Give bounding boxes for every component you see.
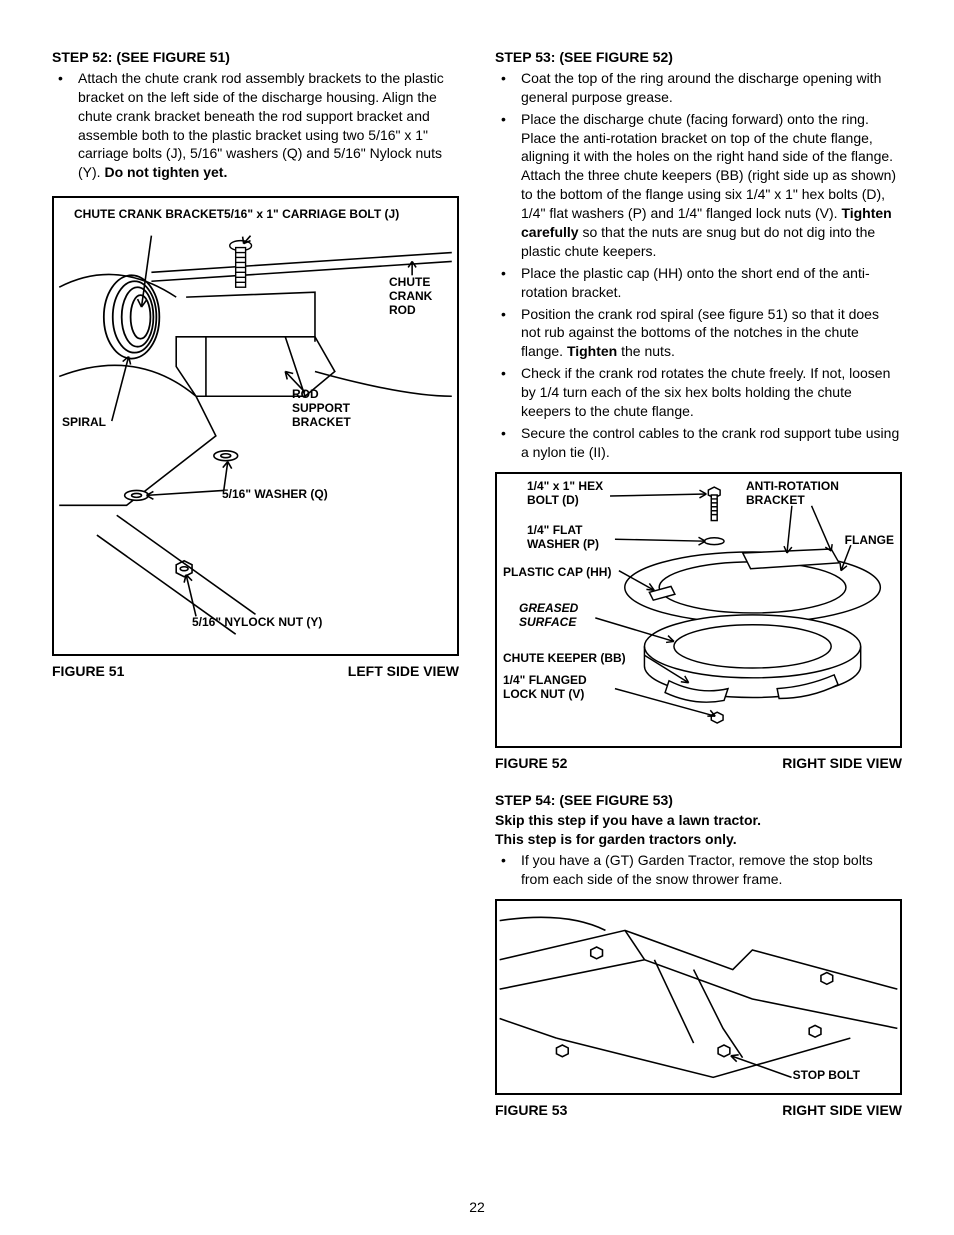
figure-51-box: CHUTE CRANK BRACKET 5/16" x 1" CARRIAGE … [52,196,459,656]
step54-b1: If you have a (GT) Garden Tractor, remov… [495,851,902,889]
step53-list: Coat the top of the ring around the disc… [495,69,902,462]
step53-b2: Place the discharge chute (facing forwar… [495,110,902,261]
fig51-label-washer: 5/16" WASHER (Q) [222,488,328,502]
step54-list: If you have a (GT) Garden Tractor, remov… [495,851,902,889]
fig52-caption-left: FIGURE 52 [495,754,567,773]
fig51-label-carriage-bolt: 5/16" x 1" CARRIAGE BOLT (J) [224,208,399,222]
fig53-caption-right: RIGHT SIDE VIEW [782,1101,902,1120]
fig51-label-rod-support: ROD SUPPORT BRACKET [292,388,377,429]
fig51-label-chute-crank-bracket: CHUTE CRANK BRACKET [74,208,224,222]
step53-b5: Check if the crank rod rotates the chute… [495,364,902,421]
figure-52-box: 1/4" x 1" HEX BOLT (D) ANTI-ROTATION BRA… [495,472,902,748]
fig51-caption-right: LEFT SIDE VIEW [348,662,459,681]
step53-b6: Secure the control cables to the crank r… [495,424,902,462]
step53-heading: STEP 53: (SEE FIGURE 52) [495,48,902,67]
step52-list: Attach the chute crank rod assembly brac… [52,69,459,182]
fig52-greased: GREASED SURFACE [519,602,599,630]
fig52-plastic-cap: PLASTIC CAP (HH) [503,566,611,580]
figure-52-caption: FIGURE 52 RIGHT SIDE VIEW [495,754,902,773]
step53-b3: Place the plastic cap (HH) onto the shor… [495,264,902,302]
left-column: STEP 52: (SEE FIGURE 51) Attach the chut… [52,48,459,1120]
fig51-label-spiral: SPIRAL [62,416,106,430]
fig52-flat-washer: 1/4" FLAT WASHER (P) [527,524,617,552]
step53-b4: Position the crank rod spiral (see figur… [495,305,902,362]
fig52-lock-nut: 1/4" FLANGED LOCK NUT (V) [503,674,613,702]
fig51-label-chute-crank-rod: CHUTE CRANK ROD [389,276,449,317]
right-column: STEP 53: (SEE FIGURE 52) Coat the top of… [495,48,902,1120]
page-number: 22 [0,1198,954,1217]
fig53-stop-bolt: STOP BOLT [793,1069,860,1083]
fig52-chute-keeper: CHUTE KEEPER (BB) [503,652,626,666]
fig52-anti-rotation: ANTI-ROTATION BRACKET [746,480,856,508]
figure-51-caption: FIGURE 51 LEFT SIDE VIEW [52,662,459,681]
step54-heading: STEP 54: (SEE FIGURE 53) [495,791,902,810]
step52-bullet1-bold: Do not tighten yet. [104,164,227,180]
step52-bullet1: Attach the chute crank rod assembly brac… [52,69,459,182]
fig51-caption-left: FIGURE 51 [52,662,124,681]
step53-b4-b: Tighten [567,343,617,359]
step53-b4-c: the nuts. [617,343,675,359]
two-column-layout: STEP 52: (SEE FIGURE 51) Attach the chut… [52,48,902,1120]
step54-sub1: Skip this step if you have a lawn tracto… [495,811,902,830]
fig52-flange: FLANGE [845,534,894,548]
figure-53-box: STOP BOLT [495,899,902,1095]
step53-b2-a: Place the discharge chute (facing forwar… [521,111,896,221]
fig53-caption-left: FIGURE 53 [495,1101,567,1120]
figure-51-svg [54,198,457,654]
fig51-label-nylock: 5/16" NYLOCK NUT (Y) [192,616,322,630]
fig52-hex-bolt: 1/4" x 1" HEX BOLT (D) [527,480,607,508]
step53-b1: Coat the top of the ring around the disc… [495,69,902,107]
step54-sub2: This step is for garden tractors only. [495,830,902,849]
step52-heading: STEP 52: (SEE FIGURE 51) [52,48,459,67]
figure-53-svg [497,901,900,1093]
fig52-caption-right: RIGHT SIDE VIEW [782,754,902,773]
figure-53-caption: FIGURE 53 RIGHT SIDE VIEW [495,1101,902,1120]
